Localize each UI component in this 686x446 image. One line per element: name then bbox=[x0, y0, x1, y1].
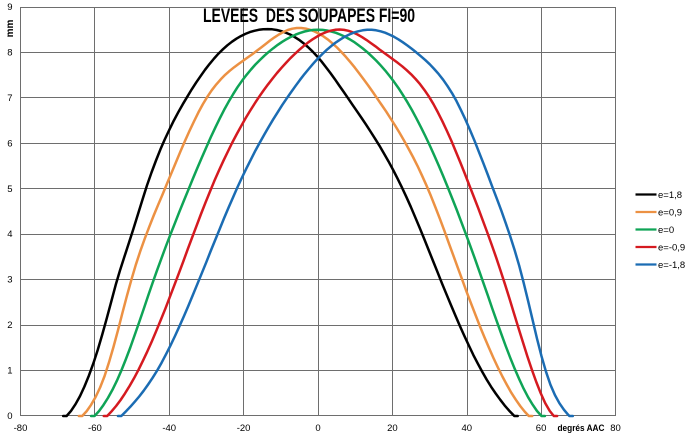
svg-text:3: 3 bbox=[7, 275, 12, 286]
svg-text:e=0,9: e=0,9 bbox=[658, 207, 682, 218]
svg-text:1: 1 bbox=[7, 366, 12, 377]
svg-text:80: 80 bbox=[610, 423, 621, 434]
svg-text:mm: mm bbox=[5, 20, 16, 38]
svg-text:6: 6 bbox=[7, 138, 12, 149]
svg-text:LEVEES DES SOUPAPES FI=90: LEVEES DES SOUPAPES FI=90 bbox=[203, 6, 415, 27]
svg-text:-80: -80 bbox=[14, 423, 28, 434]
svg-text:e=-0,9: e=-0,9 bbox=[658, 242, 685, 253]
svg-text:0: 0 bbox=[315, 423, 320, 434]
svg-text:-20: -20 bbox=[237, 423, 251, 434]
svg-text:e=0: e=0 bbox=[658, 225, 674, 236]
svg-text:60: 60 bbox=[536, 423, 547, 434]
svg-text:e=1,8: e=1,8 bbox=[658, 190, 682, 201]
svg-text:8: 8 bbox=[7, 47, 12, 58]
svg-text:degrés AAC: degrés AAC bbox=[558, 423, 605, 434]
svg-text:-40: -40 bbox=[162, 423, 176, 434]
svg-text:2: 2 bbox=[7, 320, 12, 331]
svg-text:9: 9 bbox=[7, 2, 12, 13]
svg-text:4: 4 bbox=[7, 229, 12, 240]
svg-text:e=-1,8: e=-1,8 bbox=[658, 260, 685, 271]
svg-text:-60: -60 bbox=[88, 423, 102, 434]
svg-text:40: 40 bbox=[462, 423, 473, 434]
svg-text:0: 0 bbox=[7, 411, 12, 422]
svg-text:5: 5 bbox=[7, 184, 12, 195]
svg-text:7: 7 bbox=[7, 93, 12, 104]
svg-text:20: 20 bbox=[387, 423, 398, 434]
